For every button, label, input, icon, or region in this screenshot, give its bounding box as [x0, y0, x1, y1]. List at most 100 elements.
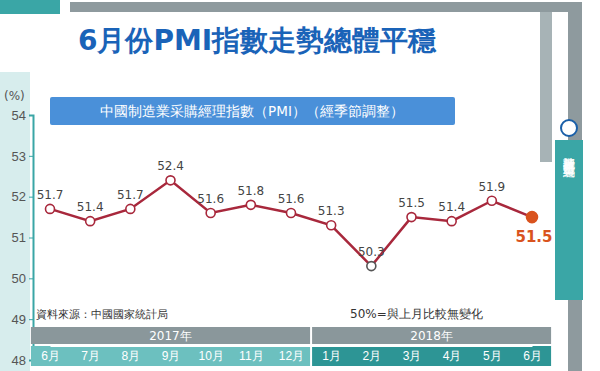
data-label: 51.8	[237, 184, 264, 198]
data-label: 51.7	[37, 188, 64, 202]
x-tick: 12月	[279, 346, 304, 363]
frame	[0, 0, 583, 371]
data-label: 51.7	[117, 188, 144, 202]
x-tick: 8月	[121, 346, 140, 363]
year-label: 2018年	[410, 329, 453, 343]
y-tick: 54	[12, 108, 33, 123]
logo	[561, 120, 577, 136]
x-tick-label: 11月	[239, 349, 263, 363]
note: 50%=與上月比較無變化	[350, 307, 483, 321]
y-tick: 50	[12, 271, 33, 286]
year-strip	[312, 327, 551, 344]
x-tick: 6月	[523, 346, 542, 363]
y-tick-mark	[29, 156, 33, 157]
data-label: 52.4	[157, 159, 184, 173]
x-tick-label: 6月	[41, 349, 60, 363]
y-tick-label: 54	[12, 108, 26, 123]
x-axis-line	[51, 346, 533, 347]
x-tick-label: 6月	[523, 349, 542, 363]
y-tick-mark	[29, 319, 33, 320]
marker	[166, 176, 175, 185]
marker	[327, 221, 336, 230]
marker	[447, 217, 456, 226]
x-tick-label: 2月	[362, 349, 381, 363]
frame-top-left	[0, 0, 60, 14]
data-label: 51.4	[438, 200, 465, 214]
x-tick: 4月	[443, 346, 462, 363]
x-tick: 5月	[483, 346, 502, 363]
x-tick: 6月	[41, 346, 60, 363]
y-tick-mark	[29, 278, 33, 279]
marker	[246, 200, 255, 209]
data-label: 50.3	[358, 245, 385, 259]
marker	[527, 212, 538, 223]
y-tick: 48	[12, 353, 33, 368]
credit-box	[555, 140, 583, 300]
subtitle: 中國制造業采購經理指數（PMI）（經季節調整）	[100, 103, 404, 119]
title: 6月份PMI指數走勢總體平穩	[78, 24, 437, 57]
chart: 6月份PMI指數走勢總體平穩中國制造業采購經理指數（PMI）（經季節調整） (%)…	[0, 0, 600, 371]
x-tick-label: 1月	[322, 349, 341, 363]
marker	[367, 262, 376, 271]
credit: 新華社記者 盧哲 編製	[562, 148, 576, 178]
data-label: 51.3	[318, 204, 345, 218]
x-tick-label: 7月	[81, 349, 100, 363]
line	[50, 180, 532, 266]
data-label: 51.4	[77, 200, 104, 214]
subtitle-box	[50, 97, 455, 125]
x-tick-label: 5月	[483, 349, 502, 363]
month-strip	[31, 346, 310, 366]
x-tick-label: 12月	[279, 349, 304, 363]
y-axis: 48 49 50 51 52 53 54	[12, 108, 34, 368]
y-tick: 53	[12, 148, 33, 163]
y-tick-label: 51	[12, 230, 26, 245]
x-tick: 11月	[239, 346, 263, 363]
y-tick-label: 50	[12, 271, 26, 286]
y-label: (%)	[4, 89, 25, 103]
marker	[86, 217, 95, 226]
marker	[206, 209, 215, 218]
data-labels: 51.7 51.4 51.7 52.4 51.6 51.8 51.6 51.3 50.3 51.5…	[37, 159, 553, 259]
month-strip	[312, 346, 551, 366]
x-tick: 7月	[81, 346, 100, 363]
y-tick-label: 52	[12, 189, 26, 204]
year-label: 2017年	[149, 329, 192, 343]
y-tick-mark	[29, 238, 33, 239]
x-tick: 2月	[362, 346, 381, 363]
marker	[487, 196, 496, 205]
x-tick-label: 4月	[443, 349, 462, 363]
marker	[126, 204, 135, 213]
x-tick-label: 9月	[162, 349, 181, 363]
y-tick: 49	[12, 312, 33, 327]
frame-arm	[540, 12, 552, 162]
x-tick-label: 8月	[121, 349, 140, 363]
y-tick-label: 48	[12, 353, 26, 368]
marker	[407, 213, 416, 222]
frame-top	[70, 2, 570, 12]
x-axis: 6月 7月 8月 9月 10月 11月 12月 1月 2月 3月 4月 5月 6月	[41, 346, 542, 363]
frame-left	[0, 72, 30, 371]
data-label: 51.5	[515, 228, 552, 246]
data-label: 51.9	[478, 180, 505, 194]
x-strips: 2017年 2018年	[31, 327, 551, 366]
x-tick: 10月	[198, 346, 223, 363]
x-tick-label: 3月	[403, 349, 422, 363]
marks	[46, 176, 538, 271]
y-tick: 52	[12, 189, 33, 204]
x-tick: 9月	[162, 346, 181, 363]
y-tick-mark	[29, 197, 33, 198]
data-label: 51.5	[398, 196, 425, 210]
source: 資料來源：中國國家統計局	[36, 308, 168, 321]
y-tick-mark	[29, 115, 33, 116]
y-axis-line	[29, 116, 34, 361]
x-tick-label: 10月	[198, 349, 223, 363]
data-label: 51.6	[197, 192, 224, 206]
x-tick: 1月	[322, 346, 341, 363]
y-tick-label: 49	[12, 312, 26, 327]
year-strip	[31, 327, 310, 344]
marker	[287, 209, 296, 218]
data-label: 51.6	[278, 192, 305, 206]
y-tick: 51	[12, 230, 33, 245]
marker	[46, 204, 55, 213]
x-tick: 3月	[403, 346, 422, 363]
